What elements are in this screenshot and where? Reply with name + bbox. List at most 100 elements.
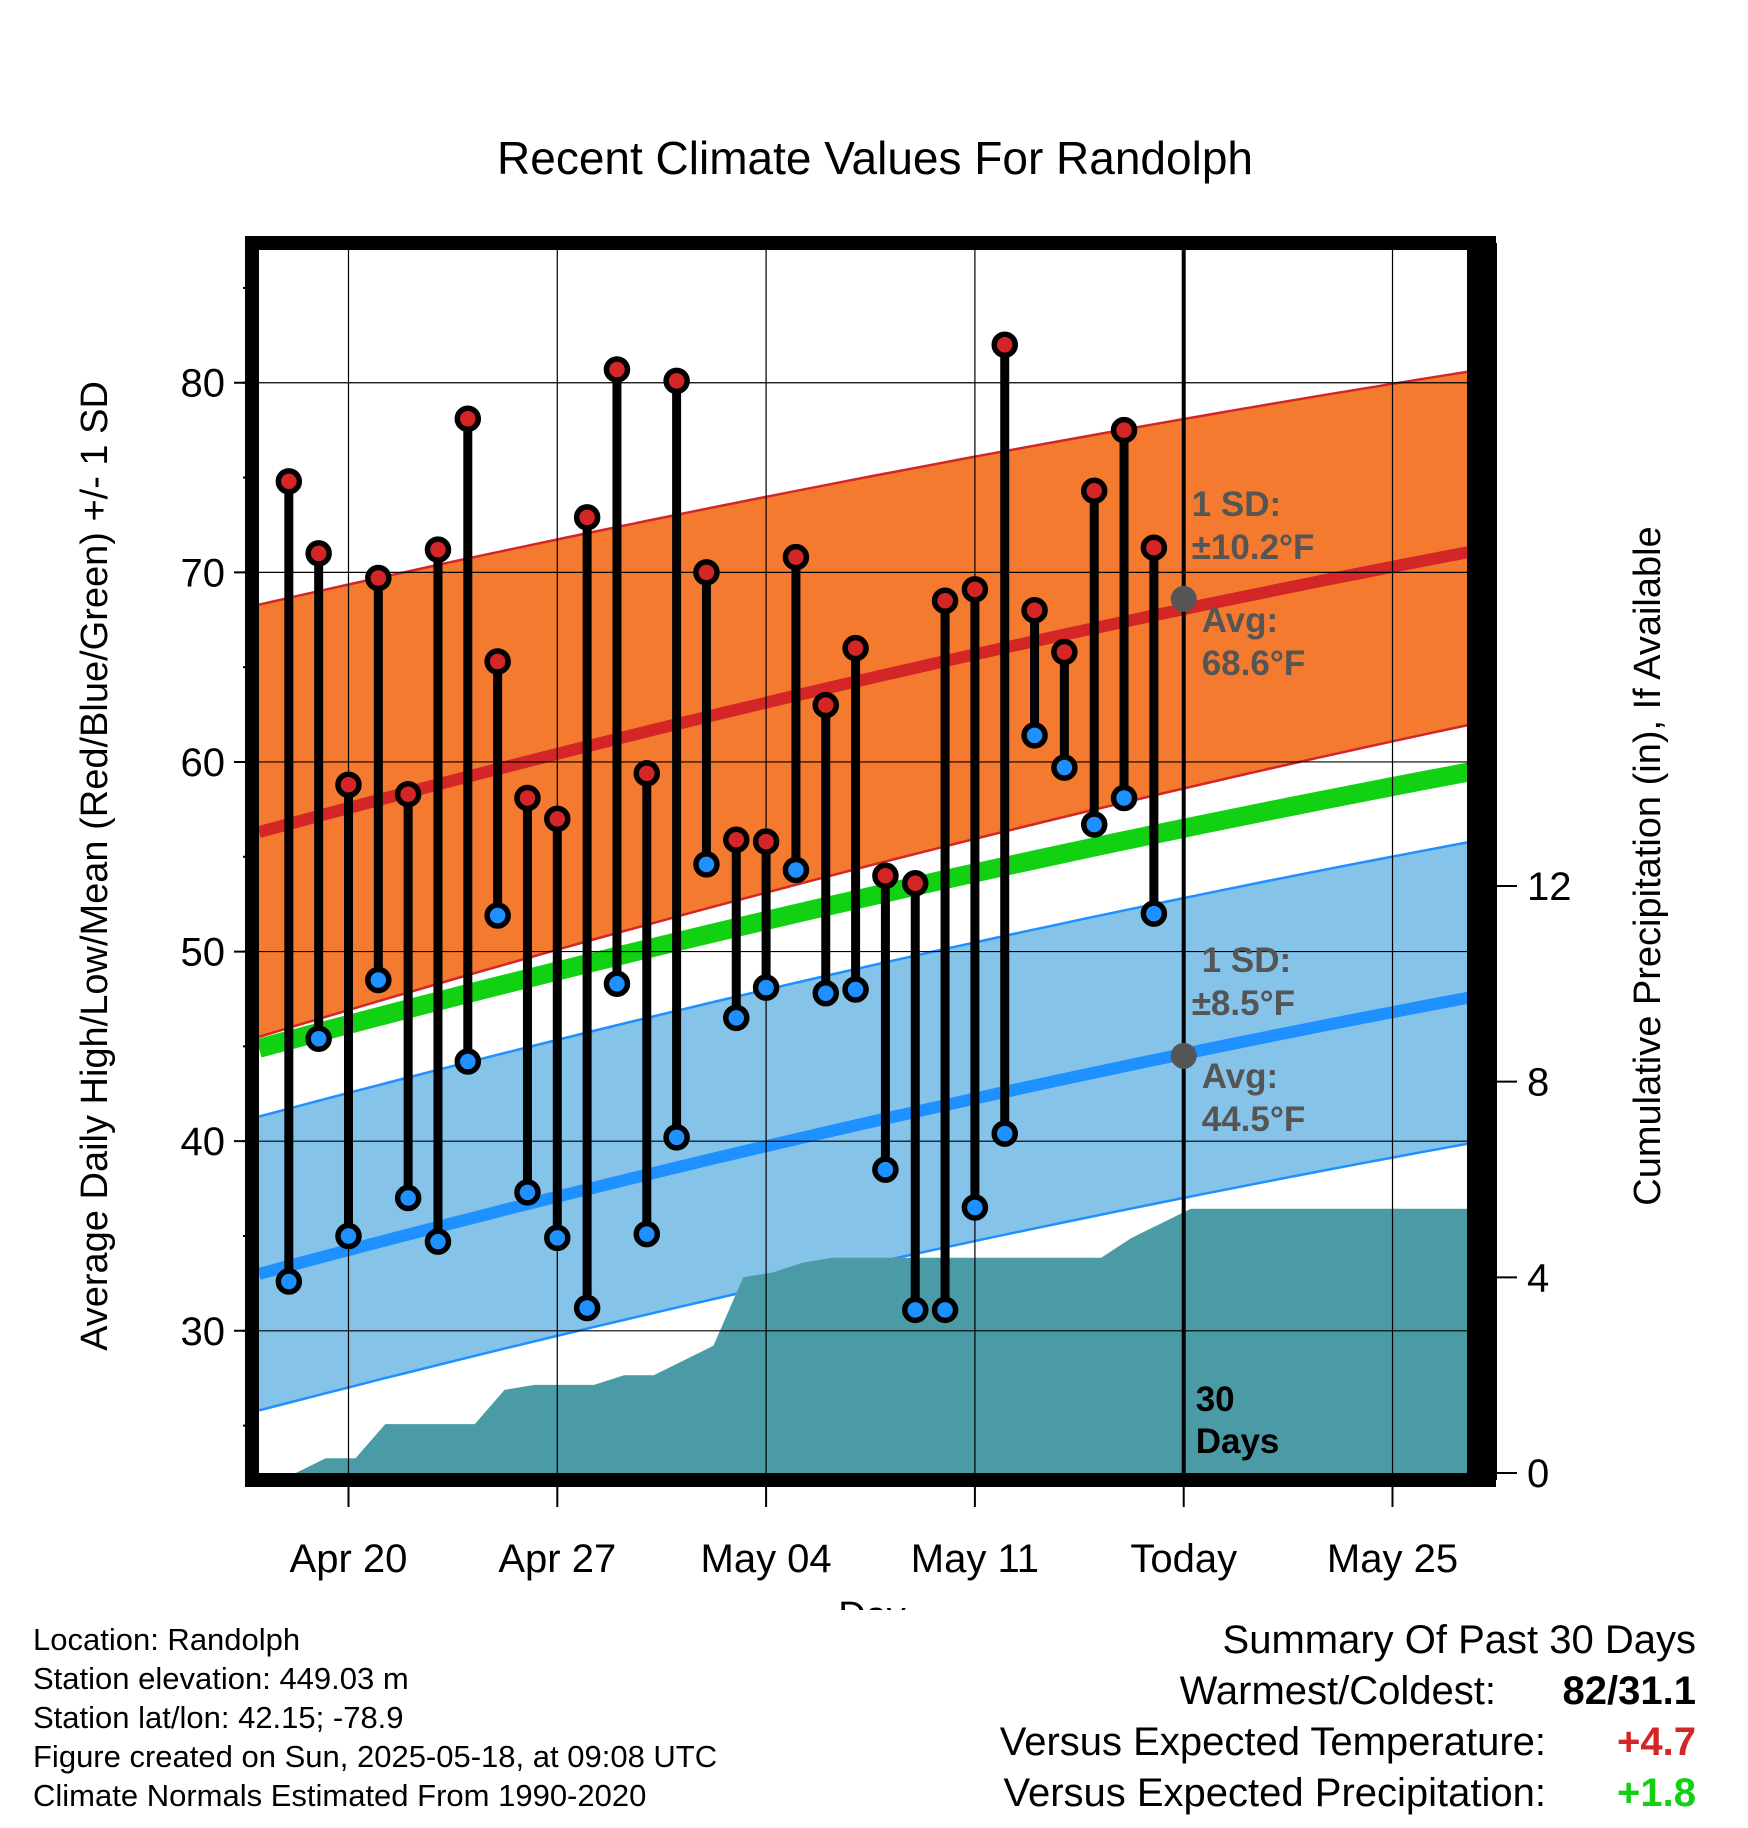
high-temp-point	[782, 543, 810, 571]
low-avg-value: 44.5°F	[1202, 1100, 1306, 1139]
chart-title: Recent Climate Values For Randolph	[497, 132, 1253, 184]
mean-normal-line	[259, 760, 1482, 1058]
precip-anomaly-value: +1.8	[1617, 1771, 1696, 1815]
low-temp-point	[544, 1224, 571, 1252]
high-temp-point	[812, 691, 840, 719]
y-tick-label: 50	[181, 931, 226, 975]
high-lower-edge	[259, 720, 1482, 1039]
high-temp-point	[961, 576, 989, 603]
y-tick-label: 80	[181, 362, 226, 406]
normals-text: Climate Normals Estimated From 1990-2020	[33, 1778, 647, 1813]
low-temp-point	[782, 856, 810, 884]
x-tick-label: Today	[1130, 1537, 1237, 1581]
low-temp-point	[961, 1194, 989, 1221]
station-info: Location: Randolph Station elevation: 44…	[33, 1620, 717, 1815]
low-temp-point	[1140, 900, 1168, 927]
high-temp-point	[842, 634, 869, 662]
high-normal-line	[259, 543, 1482, 838]
high-upper-edge	[259, 368, 1482, 606]
y-tick-label: 70	[181, 551, 226, 595]
y-tick-label: 40	[181, 1120, 226, 1164]
high-sd-band	[259, 369, 1482, 1037]
low-temp-point	[633, 1220, 661, 1248]
high-temp-point	[603, 356, 631, 383]
temp-anomaly-label: Versus Expected Temperature:	[999, 1720, 1546, 1764]
summary-warmest-coldest-row: Warmest/Coldest: 82/31.1	[1000, 1669, 1696, 1720]
climate-chart: Recent Climate Values For Randolph 1 SD:…	[74, 132, 1669, 1610]
x-tick-label: May 11	[911, 1537, 1039, 1581]
summary-precip-row: Versus Expected Precipitation: +1.8	[1000, 1771, 1696, 1822]
y-axis-label: Average Daily High/Low/Mean (Red/Blue/Gr…	[74, 381, 116, 1351]
y-tick-label: 30	[181, 1310, 226, 1354]
elevation-text: Station elevation: 449.03 m	[33, 1661, 409, 1696]
high-temp-point	[1051, 638, 1078, 666]
high-temp-point	[305, 540, 332, 567]
low-avg-marker	[1170, 1042, 1197, 1069]
low-temp-point	[723, 1004, 750, 1032]
high-avg-label: Avg:	[1202, 601, 1278, 640]
low-temp-point	[752, 974, 780, 1001]
low-sd-value: ±8.5°F	[1192, 984, 1295, 1023]
high-temp-point	[723, 826, 750, 853]
days-count-number: 30	[1196, 1380, 1235, 1419]
low-temp-point	[901, 1296, 929, 1324]
y2-tick-label: 8	[1527, 1061, 1549, 1105]
temp-anomaly-value: +4.7	[1617, 1720, 1696, 1764]
high-avg-marker	[1170, 585, 1197, 612]
high-temp-point	[931, 587, 959, 615]
x-tick-label: May 25	[1327, 1537, 1458, 1581]
summary-title: Summary Of Past 30 Days	[1222, 1618, 1696, 1662]
low-temp-point	[931, 1296, 959, 1324]
low-temp-point	[573, 1294, 601, 1322]
low-temp-point	[693, 851, 720, 878]
high-temp-point	[514, 784, 541, 812]
low-temp-point	[812, 980, 840, 1007]
x-tick-label: May 04	[701, 1537, 832, 1581]
low-temp-point	[603, 970, 631, 998]
low-temp-point	[305, 1025, 332, 1053]
low-temp-point	[394, 1184, 422, 1212]
high-temp-point	[663, 367, 690, 395]
low-normal-line	[259, 989, 1482, 1280]
high-temp-point	[275, 468, 303, 495]
low-temp-point	[454, 1048, 482, 1075]
low-temp-point	[1021, 722, 1048, 749]
location-text: Location: Randolph	[33, 1622, 301, 1657]
high-temp-point	[633, 760, 661, 787]
y2-tick-label: 0	[1527, 1452, 1549, 1496]
low-temp-point	[663, 1124, 690, 1151]
high-sd-label: 1 SD:	[1192, 485, 1281, 524]
y-tick-label: 60	[181, 741, 226, 785]
high-temp-point	[693, 559, 720, 586]
low-temp-point	[991, 1120, 1018, 1147]
high-avg-value: 68.6°F	[1202, 644, 1306, 683]
low-temp-point	[1051, 754, 1078, 781]
days-count-label: Days	[1196, 1422, 1280, 1461]
low-temp-point	[1080, 811, 1108, 838]
x-tick-label: Apr 27	[498, 1537, 616, 1581]
low-temp-point	[365, 966, 392, 994]
high-temp-point	[454, 405, 482, 433]
low-temp-point	[484, 902, 511, 929]
warmest-coldest-label: Warmest/Coldest:	[1179, 1669, 1496, 1713]
latlon-text: Station lat/lon: 42.15; -78.9	[33, 1700, 404, 1735]
created-text: Figure created on Sun, 2025-05-18, at 09…	[33, 1739, 718, 1774]
y2-axis-label: Cumulative Precipitation (in), If Availa…	[1627, 526, 1669, 1205]
y2-tick-label: 12	[1527, 865, 1572, 909]
y2-tick-label: 4	[1527, 1256, 1549, 1300]
x-tick-label: Apr 20	[290, 1537, 408, 1581]
precip-anomaly-label: Versus Expected Precipitation:	[1003, 1771, 1546, 1815]
low-sd-label: 1 SD:	[1202, 941, 1291, 980]
high-temp-point	[1080, 477, 1108, 505]
summary-temp-row: Versus Expected Temperature: +4.7	[1000, 1720, 1696, 1771]
high-temp-point	[991, 331, 1018, 359]
high-temp-point	[365, 564, 392, 592]
high-sd-value: ±10.2°F	[1192, 528, 1315, 567]
high-temp-point	[484, 648, 511, 675]
low-avg-label: Avg:	[1202, 1057, 1278, 1096]
high-temp-point	[544, 805, 571, 833]
low-temp-point	[275, 1268, 303, 1295]
high-temp-point	[872, 862, 899, 889]
high-temp-point	[901, 870, 929, 897]
high-temp-point	[1140, 534, 1168, 561]
